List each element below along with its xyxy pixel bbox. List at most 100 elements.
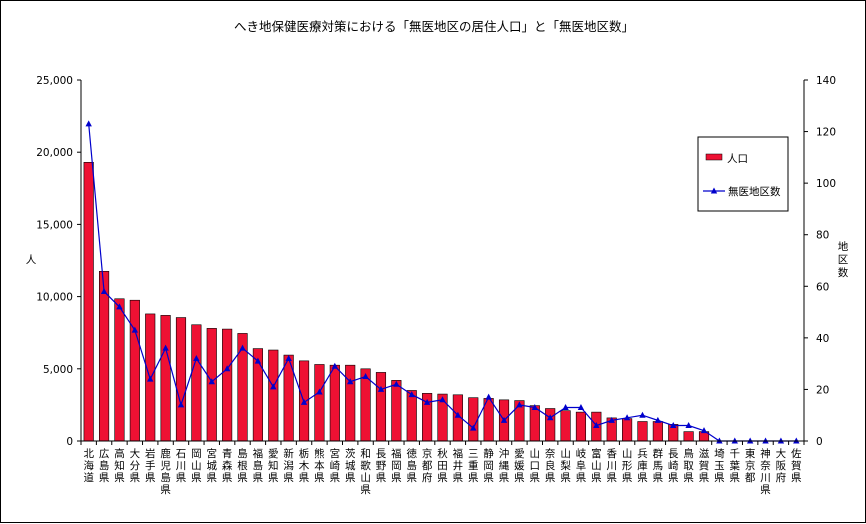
category-label-42: 千葉県 (730, 448, 741, 484)
line-point-32 (577, 403, 585, 410)
left-tick-label: 10,000 (36, 292, 73, 304)
line-point-5 (162, 344, 169, 351)
line-point-8 (208, 378, 215, 385)
bar-8 (206, 328, 217, 442)
bar-36 (637, 421, 648, 442)
axes: 0 5,000 10,000 15,000 20,000 25,000 0 20 40 60 80 1… (36, 75, 836, 496)
legend-bar-label: 人口 (727, 153, 748, 165)
left-tick-label: 20,000 (36, 147, 73, 159)
category-label-8: 宮城県 (207, 447, 218, 484)
category-label-28: 愛媛県 (514, 447, 525, 484)
line-point-10 (239, 344, 246, 351)
category-label-22: 京都府 (422, 447, 433, 484)
chart-title: へき地保健医療対策における「無医地区の居住人口」と「無医地区数」 (234, 19, 634, 34)
right-tick-label: 120 (816, 127, 836, 139)
bar-29 (529, 405, 540, 442)
category-label-46: 佐賀県 (791, 447, 802, 484)
line-point-25 (470, 424, 477, 431)
bar-35 (622, 418, 633, 442)
category-label-11: 福島県 (253, 447, 264, 484)
bar-3 (129, 299, 140, 442)
bar-2 (114, 298, 125, 442)
category-label-1: 広島県 (99, 447, 110, 484)
category-label-36: 兵庫県 (637, 447, 648, 484)
category-label-34: 香川県 (606, 448, 617, 484)
bar-15 (314, 364, 325, 442)
line-point-21 (408, 391, 415, 398)
left-tick-label: 25,000 (36, 75, 73, 87)
line-point-20 (393, 380, 400, 387)
category-label-19: 長野県 (376, 448, 387, 484)
right-tick-label: 0 (816, 436, 823, 448)
category-label-26: 静岡県 (483, 447, 494, 484)
left-tick-label: 15,000 (36, 219, 73, 231)
bar-9 (222, 328, 233, 442)
bar-20 (391, 380, 402, 442)
line-point-19 (377, 385, 385, 392)
bar-6 (175, 317, 187, 442)
line-point-37 (654, 416, 662, 423)
legend-bar-swatch (705, 153, 723, 161)
category-label-43: 東京都 (745, 447, 756, 484)
line-point-3 (131, 326, 139, 333)
category-label-12: 愛知県 (268, 447, 279, 484)
category-label-39: 鳥取県 (683, 447, 694, 484)
bar-21 (406, 390, 417, 442)
line-point-39 (685, 422, 692, 429)
category-label-18: 和歌山県 (360, 448, 371, 496)
bar-5 (160, 315, 171, 442)
line-point-9 (223, 365, 231, 372)
line-point-33 (593, 422, 600, 429)
category-label-3: 大分県 (130, 447, 141, 484)
right-axis-label-text: 地区数 (838, 240, 849, 279)
category-label-38: 長崎県 (668, 448, 679, 484)
category-label-4: 岩手県 (145, 447, 156, 484)
line-point-35 (623, 414, 631, 421)
left-tick-label: 5,000 (43, 364, 73, 376)
category-label-40: 滋賀県 (699, 447, 710, 484)
category-label-5: 鹿児島県 (160, 447, 171, 496)
bar-0 (83, 162, 94, 442)
category-label-2: 高知県 (114, 447, 125, 484)
left-axis-label: 人 (26, 254, 37, 266)
category-label-9: 青森県 (222, 447, 233, 484)
bar-17 (345, 364, 356, 442)
line-point-17 (347, 378, 354, 385)
legend-line-marker (710, 187, 718, 194)
line-point-30 (546, 414, 554, 421)
line-point-40 (700, 427, 708, 434)
line-point-12 (270, 383, 277, 390)
category-label-41: 埼玉県 (714, 447, 725, 484)
line-point-15 (316, 388, 323, 395)
line-point-18 (362, 373, 369, 380)
legend-box (697, 136, 789, 212)
line-point-11 (254, 357, 262, 364)
line-point-27 (500, 416, 508, 423)
line-point-2 (116, 303, 123, 310)
right-tick-label: 80 (816, 230, 829, 242)
line-point-38 (670, 422, 677, 429)
line-point-24 (454, 411, 462, 418)
bar-7 (191, 324, 202, 442)
category-label-7: 岡山県 (191, 448, 202, 484)
category-label-23: 秋田県 (437, 447, 448, 484)
right-tick-label: 40 (816, 333, 829, 345)
bar-32 (575, 411, 587, 442)
line-point-13 (285, 354, 292, 361)
category-label-21: 徳島県 (406, 447, 417, 484)
category-label-35: 山形県 (622, 448, 633, 484)
right-tick-label: 100 (816, 178, 836, 190)
category-label-13: 新潟県 (283, 447, 294, 484)
left-tick-label: 0 (66, 436, 73, 448)
right-tick-label: 60 (816, 281, 829, 293)
bar-31 (560, 410, 571, 442)
legend-line-label: 無医地区数 (728, 185, 781, 198)
category-label-25: 三重県 (468, 448, 479, 484)
line-point-36 (639, 411, 646, 418)
bar-25 (468, 397, 479, 442)
line-point-14 (300, 398, 308, 405)
line-point-6 (177, 401, 185, 408)
